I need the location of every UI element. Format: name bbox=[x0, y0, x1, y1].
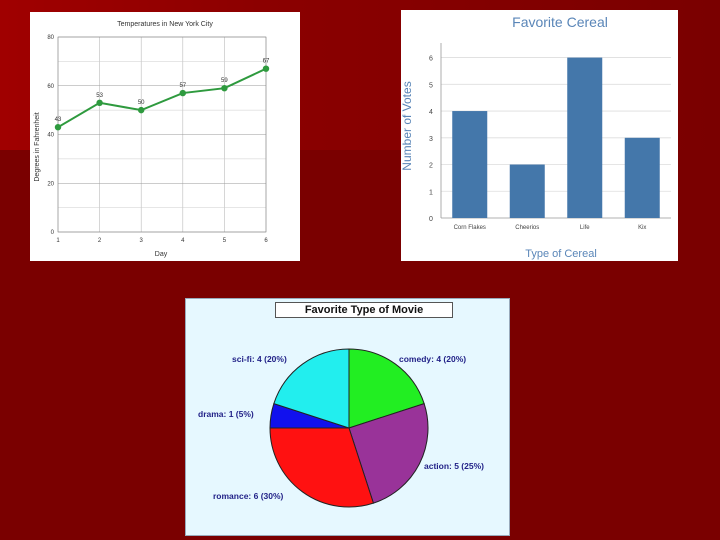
bar bbox=[509, 164, 545, 218]
pie-slice-label: drama: 1 (5%) bbox=[198, 409, 254, 419]
line-chart-svg: Temperatures in New York City Day Degree… bbox=[34, 21, 270, 258]
bar-category-label: Life bbox=[580, 225, 590, 231]
bar-y-tick-label: 2 bbox=[429, 163, 433, 170]
line-data-label: 53 bbox=[96, 93, 103, 99]
pie-slice bbox=[348, 348, 425, 429]
bar-y-tick-label: 3 bbox=[429, 136, 433, 143]
bar-y-tick-label: 4 bbox=[429, 109, 433, 116]
line-chart-y-label: Degrees in Fahrenheit bbox=[34, 112, 41, 181]
line-chart-title: Temperatures in New York City bbox=[117, 21, 213, 28]
line-x-tick-label: 2 bbox=[98, 238, 102, 244]
bar-category-label: Cheerios bbox=[515, 225, 539, 231]
line-data-point bbox=[179, 89, 186, 97]
pie-slice bbox=[348, 402, 429, 504]
bar-chart-svg: Favorite Cereal Type of Cereal Number of… bbox=[401, 14, 671, 260]
pie-slice bbox=[269, 427, 375, 508]
line-chart-x-label: Day bbox=[155, 251, 168, 258]
line-data-label: 57 bbox=[179, 83, 186, 89]
line-y-tick-label: 80 bbox=[47, 35, 54, 41]
line-x-tick-label: 6 bbox=[264, 238, 268, 244]
line-x-tick-label: 1 bbox=[56, 238, 60, 244]
line-data-label: 59 bbox=[221, 78, 228, 84]
pie-slice-label: comedy: 4 (20%) bbox=[399, 354, 466, 364]
line-data-label: 43 bbox=[55, 117, 62, 123]
bar-chart-y-label: Number of Votes bbox=[401, 81, 414, 170]
line-y-tick-label: 20 bbox=[47, 181, 54, 187]
line-x-tick-label: 4 bbox=[181, 238, 185, 244]
bar-y-tick-label: 5 bbox=[429, 82, 433, 89]
movie-pie-chart: Favorite Type of Movie comedy: 4 (20%) ac… bbox=[185, 298, 510, 536]
pie-slice-label: romance: 6 (30%) bbox=[213, 491, 284, 501]
bar bbox=[624, 137, 660, 218]
bar-category-label: Corn Flakes bbox=[454, 225, 486, 231]
line-plot-frame bbox=[57, 36, 267, 233]
pie-chart-svg: comedy: 4 (20%) action: 5 (25%) romance: 6… bbox=[198, 348, 484, 508]
line-data-point bbox=[221, 84, 228, 92]
line-data-label: 50 bbox=[138, 100, 145, 106]
bar-y-tick-label: 1 bbox=[429, 189, 433, 196]
line-y-tick-label: 60 bbox=[47, 84, 54, 90]
pie-slice bbox=[273, 348, 350, 429]
bar-y-tick-label: 0 bbox=[429, 216, 433, 223]
pie-slice-label: sci-fi: 4 (20%) bbox=[232, 354, 287, 364]
pie-chart-title: Favorite Type of Movie bbox=[275, 302, 453, 318]
bar-chart-title: Favorite Cereal bbox=[512, 14, 608, 30]
line-data-point bbox=[96, 99, 103, 107]
temperature-line-chart: Temperatures in New York City Day Degree… bbox=[30, 12, 300, 261]
line-data-point bbox=[138, 106, 145, 114]
bar bbox=[452, 111, 488, 218]
bar-chart-x-label: Type of Cereal bbox=[525, 248, 597, 260]
line-data-label: 67 bbox=[263, 59, 270, 65]
line-series-path bbox=[57, 67, 267, 129]
cereal-bar-chart: Favorite Cereal Type of Cereal Number of… bbox=[401, 10, 678, 261]
bar-category-label: Kix bbox=[638, 225, 646, 231]
bar bbox=[567, 57, 603, 219]
line-y-tick-label: 40 bbox=[47, 133, 54, 139]
line-x-tick-label: 5 bbox=[223, 238, 227, 244]
line-y-tick-label: 0 bbox=[51, 230, 55, 236]
bar-y-tick-label: 6 bbox=[429, 56, 433, 63]
line-x-tick-label: 3 bbox=[140, 238, 144, 244]
line-data-point bbox=[54, 123, 62, 131]
pie-slice-label: action: 5 (25%) bbox=[424, 461, 484, 471]
line-data-point bbox=[262, 65, 270, 72]
